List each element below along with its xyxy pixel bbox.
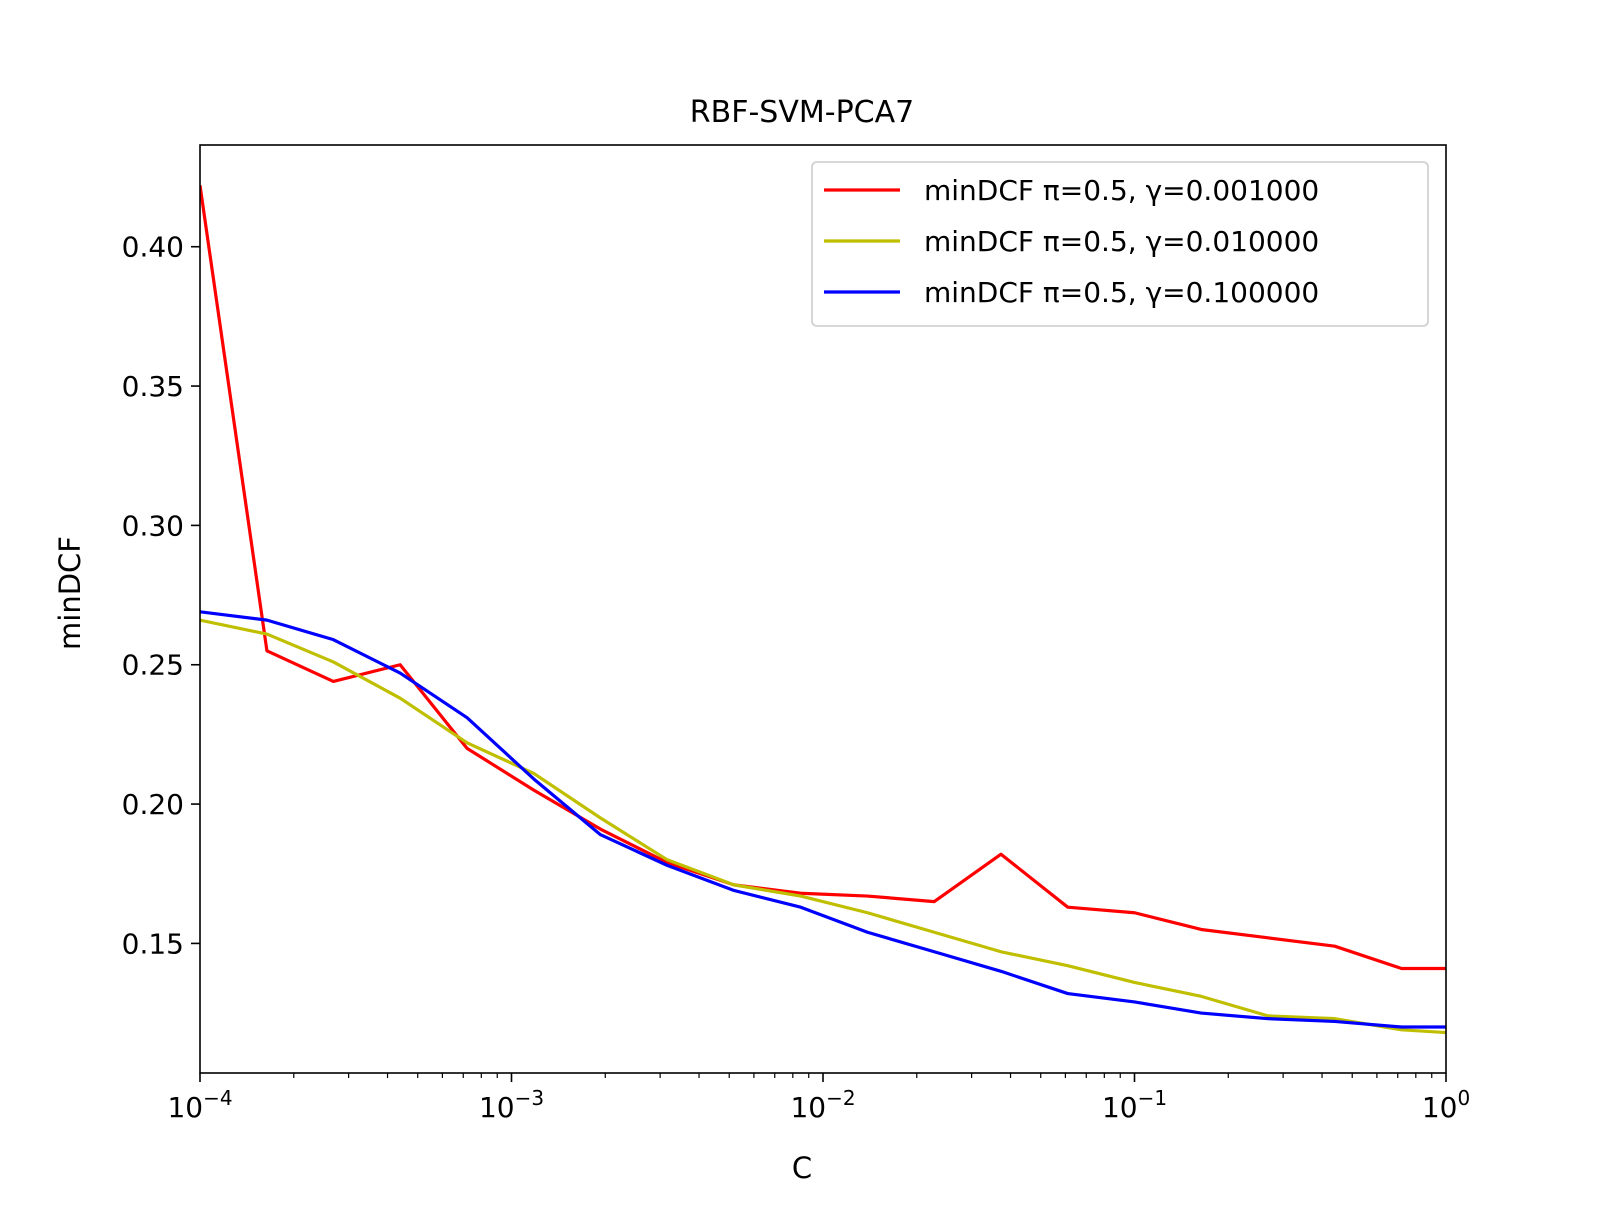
y-tick-label: 0.35 xyxy=(122,370,184,403)
legend-label-3: minDCF π=0.5, γ=0.100000 xyxy=(924,276,1319,309)
x-tick-label: 10−3 xyxy=(479,1086,544,1124)
legend: minDCF π=0.5, γ=0.001000 minDCF π=0.5, γ=… xyxy=(811,161,1429,327)
x-tick-label: 10−4 xyxy=(167,1086,232,1124)
y-tick-label: 0.40 xyxy=(122,231,184,264)
x-tick-label: 10−2 xyxy=(790,1086,855,1124)
x-tick-label: 10−1 xyxy=(1102,1086,1167,1124)
y-tick-label: 0.25 xyxy=(122,649,184,682)
plot-content xyxy=(200,185,1446,1035)
y-tick-label: 0.15 xyxy=(122,927,184,960)
y-axis-label: minDCF xyxy=(53,536,87,650)
x-axis-label: C xyxy=(792,1151,812,1185)
legend-box xyxy=(811,161,1429,327)
chart-title: RBF-SVM-PCA7 xyxy=(690,95,914,130)
y-tick-label: 0.20 xyxy=(122,788,184,821)
legend-label-1: minDCF π=0.5, γ=0.001000 xyxy=(924,174,1319,207)
y-tick-label: 0.30 xyxy=(122,509,184,542)
series-lines xyxy=(200,185,1446,1035)
x-tick-label: 100 xyxy=(1422,1086,1470,1124)
series-line-2 xyxy=(200,618,1446,1035)
legend-label-2: minDCF π=0.5, γ=0.010000 xyxy=(924,225,1319,258)
series-line-3 xyxy=(200,610,1446,1029)
axis-layer: 10−4 10−3 10−2 10−1 100 0.15 0.20 0.25 0.30 0.35 0… xyxy=(122,144,1470,1124)
